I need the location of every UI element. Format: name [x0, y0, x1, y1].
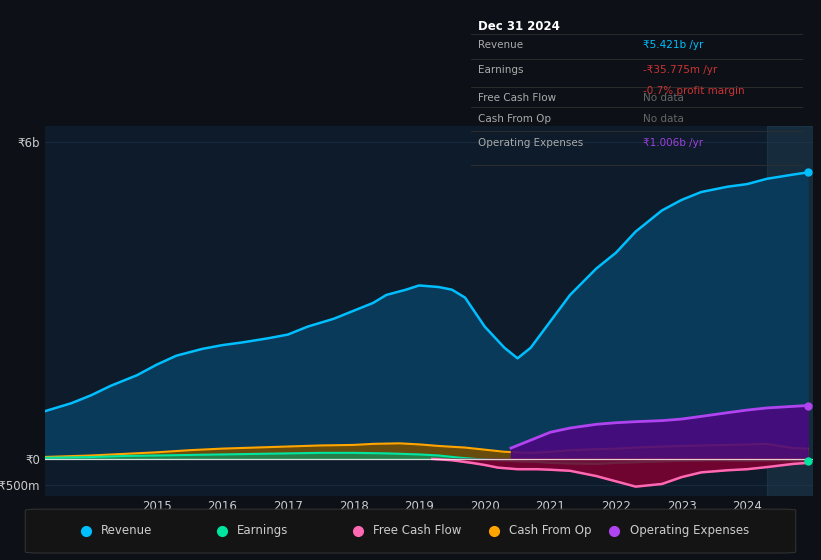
- Text: Free Cash Flow: Free Cash Flow: [373, 524, 461, 537]
- Text: ₹1.006b /yr: ₹1.006b /yr: [643, 138, 704, 148]
- Text: Earnings: Earnings: [236, 524, 288, 537]
- Text: Cash From Op: Cash From Op: [478, 114, 551, 124]
- Text: Revenue: Revenue: [101, 524, 152, 537]
- Text: Dec 31 2024: Dec 31 2024: [478, 20, 560, 32]
- Text: No data: No data: [643, 114, 684, 124]
- Text: Operating Expenses: Operating Expenses: [630, 524, 749, 537]
- Text: -₹35.775m /yr: -₹35.775m /yr: [643, 65, 718, 75]
- Text: No data: No data: [643, 93, 684, 103]
- Text: Free Cash Flow: Free Cash Flow: [478, 93, 556, 103]
- FancyBboxPatch shape: [25, 509, 796, 553]
- Text: Earnings: Earnings: [478, 65, 523, 75]
- Text: Revenue: Revenue: [478, 40, 523, 50]
- Bar: [767, 126, 813, 496]
- Text: Operating Expenses: Operating Expenses: [478, 138, 583, 148]
- Text: Cash From Op: Cash From Op: [509, 524, 591, 537]
- Text: ₹5.421b /yr: ₹5.421b /yr: [643, 40, 704, 50]
- Text: -0.7% profit margin: -0.7% profit margin: [643, 86, 745, 96]
